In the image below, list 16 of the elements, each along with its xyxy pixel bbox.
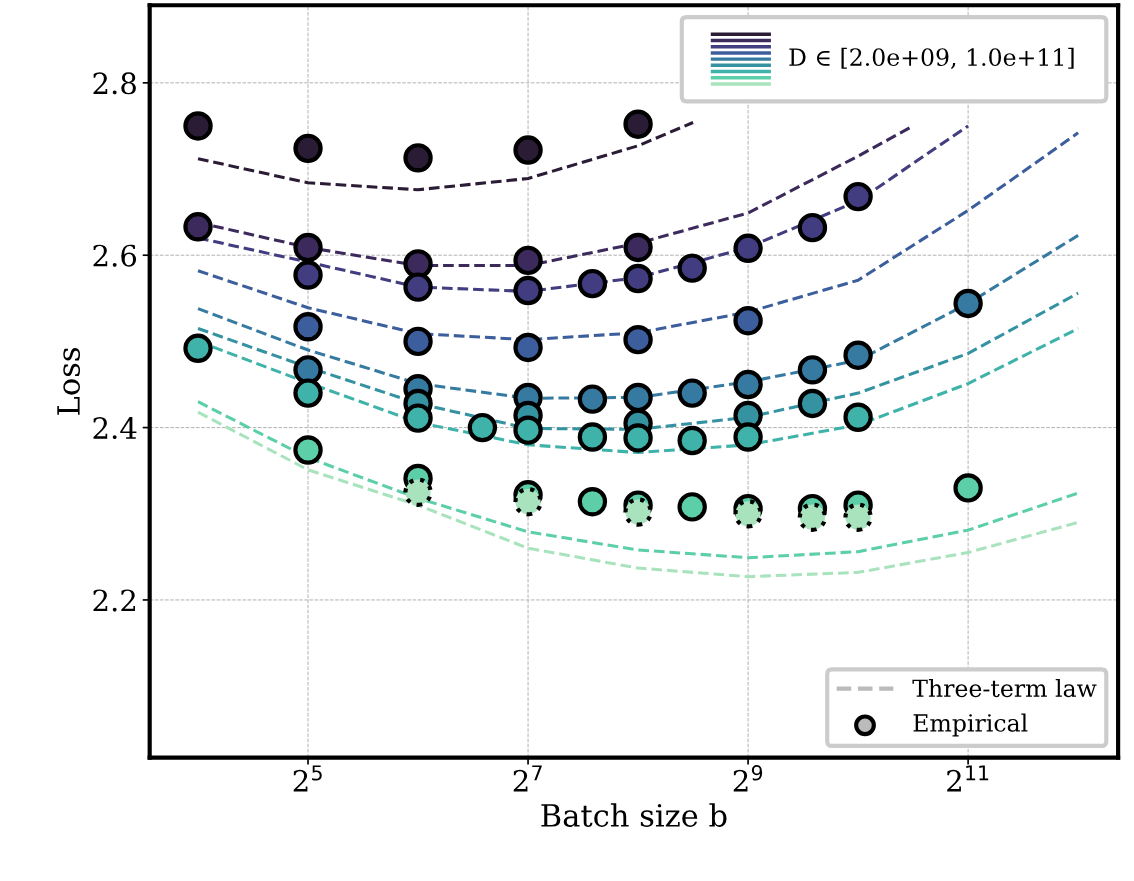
line-series bbox=[196, 291, 1080, 431]
y-axis-title: Loss bbox=[57, 348, 81, 415]
x-tick-label: 2$^{5}$ bbox=[293, 765, 322, 792]
line-series bbox=[196, 400, 1080, 560]
x-tick-label: 2$^{7}$ bbox=[513, 765, 542, 792]
x-axis-title: Batch size b bbox=[541, 803, 727, 827]
y-tick-label: 2.8 bbox=[93, 72, 136, 95]
y-tick-label: 2.4 bbox=[93, 417, 137, 440]
line-series bbox=[196, 410, 1080, 579]
legend-label: Empirical bbox=[913, 713, 1028, 737]
legend-label: Three-term law bbox=[912, 678, 1097, 698]
annotation: D ∈ [2.0e+09, 1.0e+11] bbox=[789, 47, 1074, 69]
x-tick-label: 2$^{9}$ bbox=[733, 765, 763, 792]
y-tick-label: 2.2 bbox=[93, 589, 136, 612]
y-tick-label: 2.6 bbox=[93, 244, 137, 267]
x-tick-label: 2$^{11}$ bbox=[947, 765, 989, 792]
